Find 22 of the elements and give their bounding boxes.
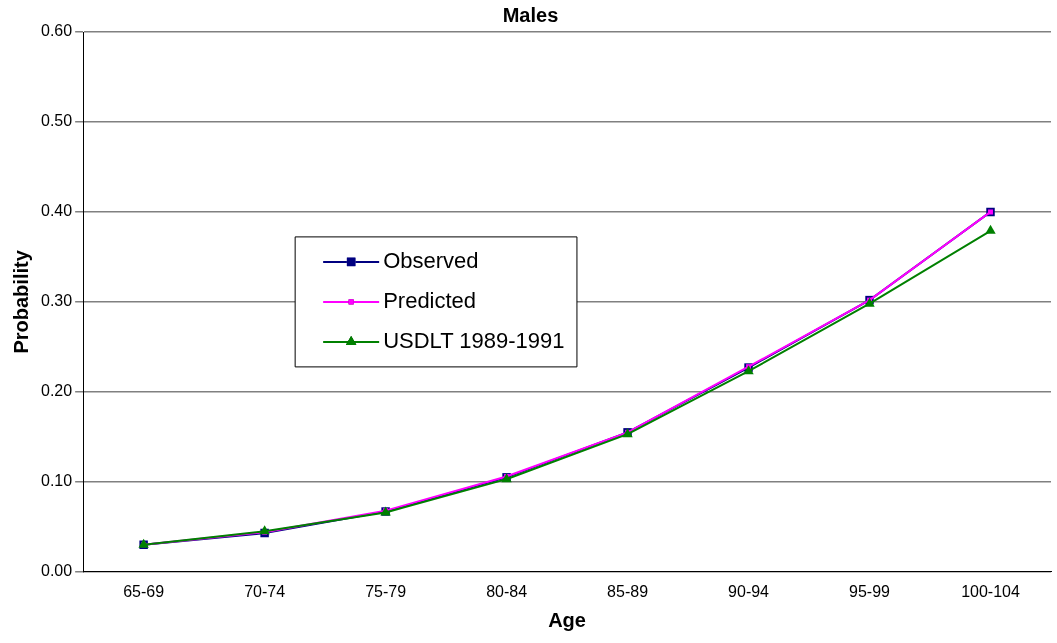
x-tick-label: 90-94	[728, 582, 770, 600]
legend-label: Observed	[383, 247, 479, 273]
legend-label: USDLT 1989-1991	[383, 327, 565, 353]
x-tick-label: 100-104	[961, 582, 1020, 600]
y-tick-label: 0.50	[41, 112, 73, 130]
y-tick-label: 0.20	[41, 382, 73, 400]
y-tick-label: 0.30	[41, 292, 73, 310]
chart-title: Males	[502, 3, 559, 26]
x-tick-label: 85-89	[607, 582, 649, 600]
y-tick-label: 0.40	[41, 202, 73, 220]
y-tick-label: 0.60	[41, 22, 73, 40]
legend-label: Predicted	[383, 287, 477, 313]
y-tick-label: 0.00	[41, 562, 73, 580]
y-axis-title: Probability	[9, 249, 32, 354]
x-tick-label: 95-99	[849, 582, 891, 600]
x-tick-label: 70-74	[244, 582, 286, 600]
x-tick-label: 65-69	[123, 582, 165, 600]
point	[985, 224, 996, 234]
x-axis-title: Age	[548, 608, 586, 631]
x-tick-label: 80-84	[486, 582, 528, 600]
x-tick-label: 75-79	[365, 582, 407, 600]
y-tick-label: 0.10	[41, 472, 73, 490]
